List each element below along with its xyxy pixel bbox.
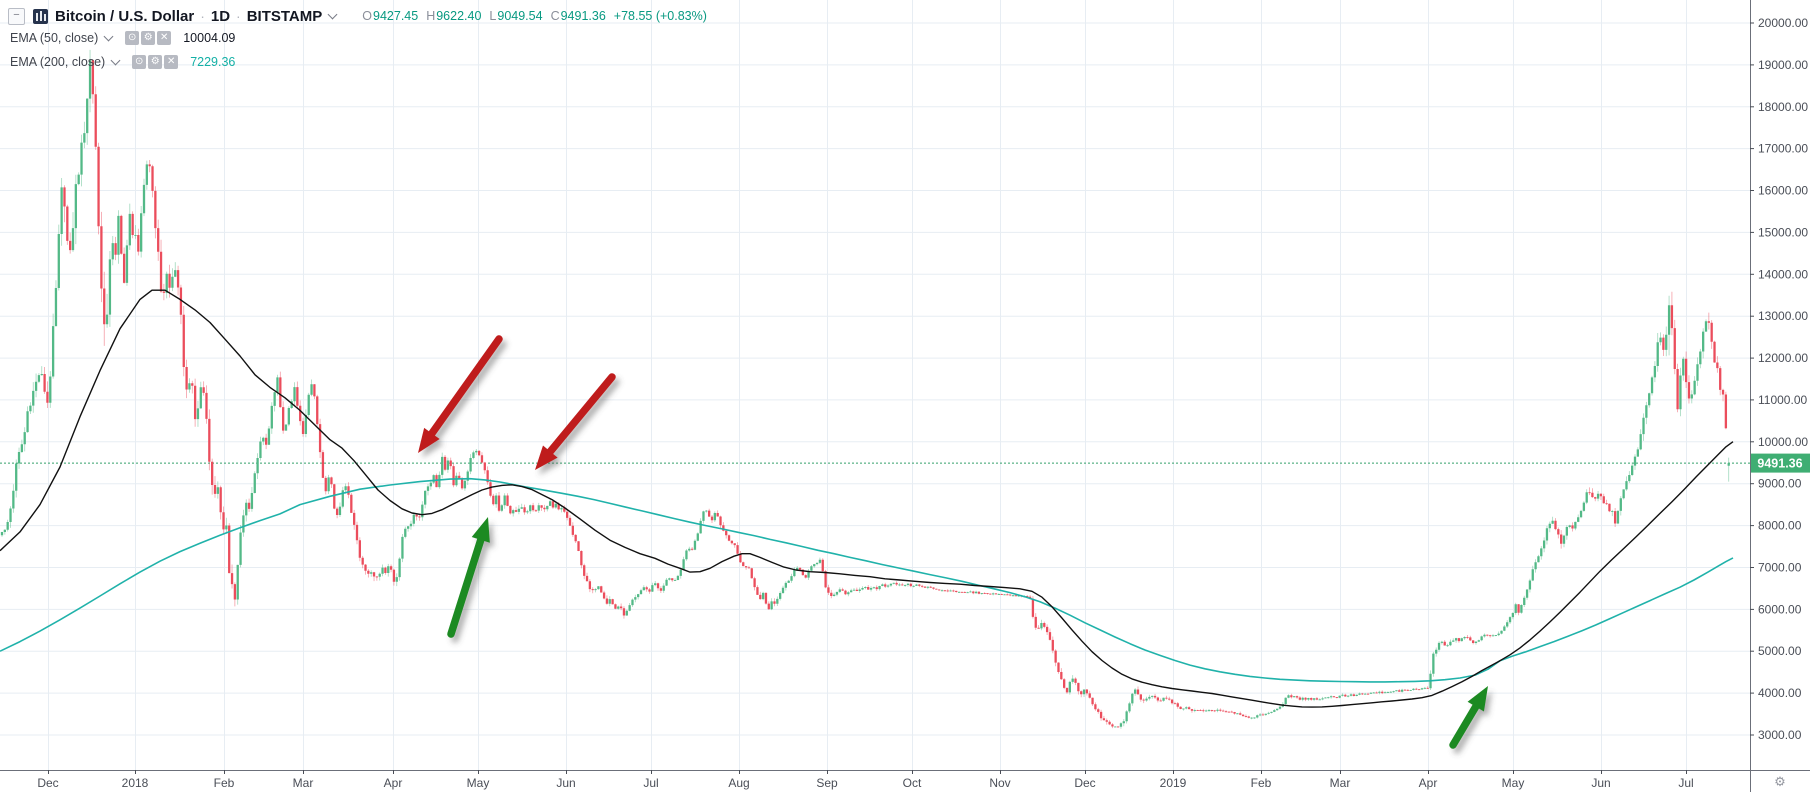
current-price-label: 9491.36 [1757, 457, 1802, 471]
svg-text:16000.00: 16000.00 [1758, 184, 1808, 198]
price-axis-pane[interactable] [1750, 0, 1810, 792]
svg-text:13000.00: 13000.00 [1758, 309, 1808, 323]
svg-text:Jun: Jun [556, 776, 575, 790]
green-arrow-2[interactable] [1449, 686, 1488, 749]
remove-icon[interactable]: ✕ [164, 55, 179, 69]
svg-text:Apr: Apr [384, 776, 403, 790]
interval-label[interactable]: 1D [210, 7, 231, 25]
svg-text:18000.00: 18000.00 [1758, 100, 1808, 114]
svg-text:17000.00: 17000.00 [1758, 142, 1808, 156]
high-value: 9622.40 [436, 9, 482, 23]
svg-text:8000.00: 8000.00 [1758, 519, 1802, 533]
change-value: +78.55 (+0.83%) [613, 9, 707, 23]
indicator-label[interactable]: EMA (50, close) [10, 31, 99, 45]
indicator-row-ema50: EMA (50, close) ⊙ ⚙ ✕ 10004.09 [10, 30, 235, 46]
exchange-label[interactable]: BITSTAMP [246, 7, 323, 25]
chevron-down-icon[interactable] [103, 31, 114, 42]
svg-text:7000.00: 7000.00 [1758, 561, 1802, 575]
low-label: L [489, 9, 497, 23]
svg-text:Sep: Sep [816, 776, 838, 790]
open-value: 9427.45 [373, 9, 419, 23]
svg-text:Nov: Nov [989, 776, 1010, 790]
svg-text:Jul: Jul [643, 776, 658, 790]
green-arrow-1[interactable] [447, 517, 490, 638]
red-arrow-2[interactable] [535, 373, 616, 470]
svg-text:May: May [1502, 776, 1525, 790]
settings-icon[interactable]: ⚙ [141, 31, 156, 45]
svg-text:11000.00: 11000.00 [1758, 393, 1807, 407]
svg-text:Feb: Feb [1251, 776, 1272, 790]
symbol-title[interactable]: Bitcoin / U.S. Dollar [55, 7, 195, 25]
visibility-icon[interactable]: ⊙ [125, 31, 140, 45]
svg-text:Dec: Dec [1074, 776, 1095, 790]
svg-text:10000.00: 10000.00 [1758, 435, 1808, 449]
indicator-value: 7229.36 [190, 55, 236, 69]
ohlc-readout: O 9427.45 H 9622.40 L 9049.54 C 9491.36 +78.… [354, 9, 707, 23]
chevron-down-icon[interactable] [327, 9, 338, 20]
svg-text:2019: 2019 [1160, 776, 1187, 790]
settings-icon[interactable]: ⚙ [148, 55, 163, 69]
indicator-label[interactable]: EMA (200, close) [10, 55, 106, 69]
svg-text:19000.00: 19000.00 [1758, 58, 1808, 72]
collapse-icon[interactable]: − [8, 7, 25, 25]
time-axis-labels[interactable]: Dec 2018 Feb Mar Apr May Jun Jul Aug Sep Oct Nov Dec… [37, 770, 1694, 790]
svg-text:Oct: Oct [903, 776, 922, 790]
current-price-badge [1751, 453, 1810, 473]
chevron-down-icon[interactable] [110, 55, 121, 66]
svg-text:12000.00: 12000.00 [1758, 351, 1808, 365]
indicator-row-ema200: EMA (200, close) ⊙ ⚙ ✕ 7229.36 [10, 54, 235, 70]
svg-text:15000.00: 15000.00 [1758, 225, 1808, 239]
svg-text:Dec: Dec [37, 776, 58, 790]
red-arrow-1[interactable] [418, 335, 503, 453]
svg-text:Feb: Feb [214, 776, 235, 790]
svg-text:9000.00: 9000.00 [1758, 477, 1802, 491]
axis-settings-gear-icon[interactable]: ⚙ [1774, 775, 1786, 790]
symbol-logo-icon [33, 8, 48, 24]
separator: · [236, 8, 241, 24]
ema50-line[interactable] [0, 289, 1734, 708]
grid-lines [0, 0, 1750, 770]
svg-text:Aug: Aug [728, 776, 749, 790]
svg-text:Jul: Jul [1678, 776, 1693, 790]
close-label: C [550, 9, 560, 23]
svg-text:Mar: Mar [1330, 776, 1351, 790]
svg-text:4000.00: 4000.00 [1758, 686, 1802, 700]
separator: · [200, 8, 205, 24]
close-value: 9491.36 [560, 9, 606, 23]
svg-text:6000.00: 6000.00 [1758, 602, 1802, 616]
svg-text:5000.00: 5000.00 [1758, 644, 1802, 658]
low-value: 9049.54 [497, 9, 543, 23]
open-label: O [362, 9, 373, 23]
svg-text:2018: 2018 [122, 776, 149, 790]
visibility-icon[interactable]: ⊙ [132, 55, 147, 69]
indicator-value: 10004.09 [183, 31, 236, 45]
svg-text:May: May [467, 776, 490, 790]
svg-text:14000.00: 14000.00 [1758, 267, 1808, 281]
candles[interactable] [0, 49, 1730, 729]
svg-text:Mar: Mar [293, 776, 314, 790]
symbol-header-row: − Bitcoin / U.S. Dollar · 1D · BITSTAMP … [8, 6, 707, 26]
svg-text:Jun: Jun [1591, 776, 1610, 790]
time-axis-pane[interactable] [0, 770, 1810, 792]
price-axis-labels[interactable]: 3000.00 4000.00 5000.00 6000.00 7000.00 8000.… [1750, 16, 1808, 742]
svg-text:Apr: Apr [1419, 776, 1438, 790]
svg-text:3000.00: 3000.00 [1758, 728, 1802, 742]
svg-text:20000.00: 20000.00 [1758, 16, 1808, 30]
high-label: H [426, 9, 436, 23]
remove-icon[interactable]: ✕ [157, 31, 172, 45]
